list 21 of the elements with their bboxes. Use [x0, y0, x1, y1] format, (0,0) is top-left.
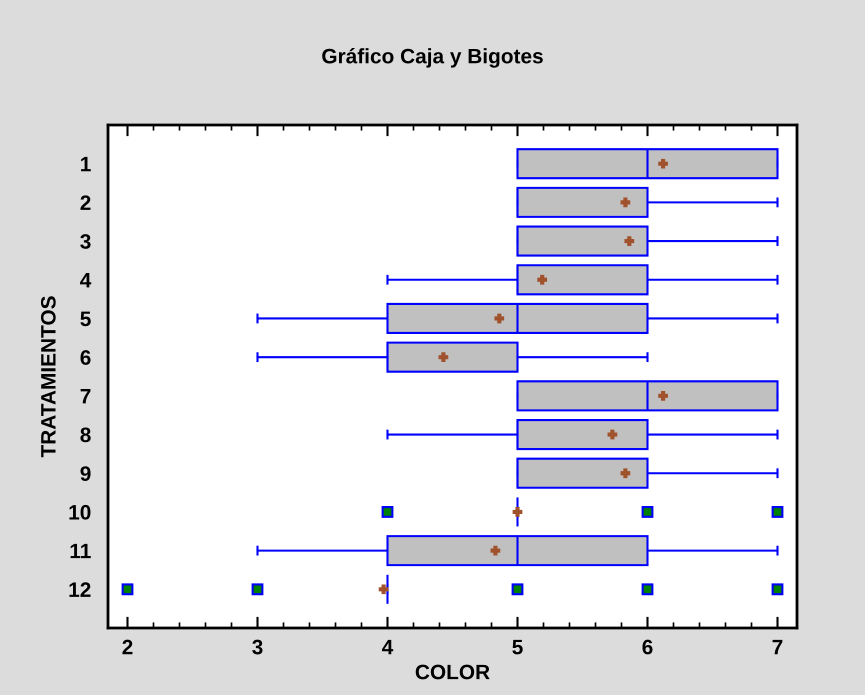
- chart-title: Gráfico Caja y Bigotes: [322, 48, 543, 68]
- y-tick-label: 4: [80, 272, 92, 288]
- y-tick-label: 1: [81, 156, 91, 172]
- x-tick-label: 6: [642, 640, 653, 654]
- x-tick-label: 7: [772, 640, 782, 654]
- y-tick-label: 7: [80, 389, 90, 404]
- y-axis-title: TRATAMIENTOS: [40, 296, 56, 458]
- y-tick-label: 5: [80, 312, 91, 326]
- x-tick-label: 4: [382, 640, 394, 654]
- x-tick-label: 2: [122, 640, 132, 654]
- x-axis-title: COLOR: [416, 664, 490, 680]
- y-tick-label: 8: [80, 428, 91, 442]
- x-tick-label: 3: [252, 640, 263, 654]
- y-tick-label: 9: [80, 466, 91, 481]
- y-tick-label: 11: [70, 544, 91, 558]
- y-tick-label: 2: [80, 195, 90, 210]
- y-tick-label: 10: [69, 504, 90, 520]
- y-tick-label: 12: [69, 582, 90, 597]
- x-tick-label: 5: [512, 640, 523, 654]
- y-tick-label: 3: [80, 234, 91, 249]
- y-tick-label: 6: [80, 350, 91, 365]
